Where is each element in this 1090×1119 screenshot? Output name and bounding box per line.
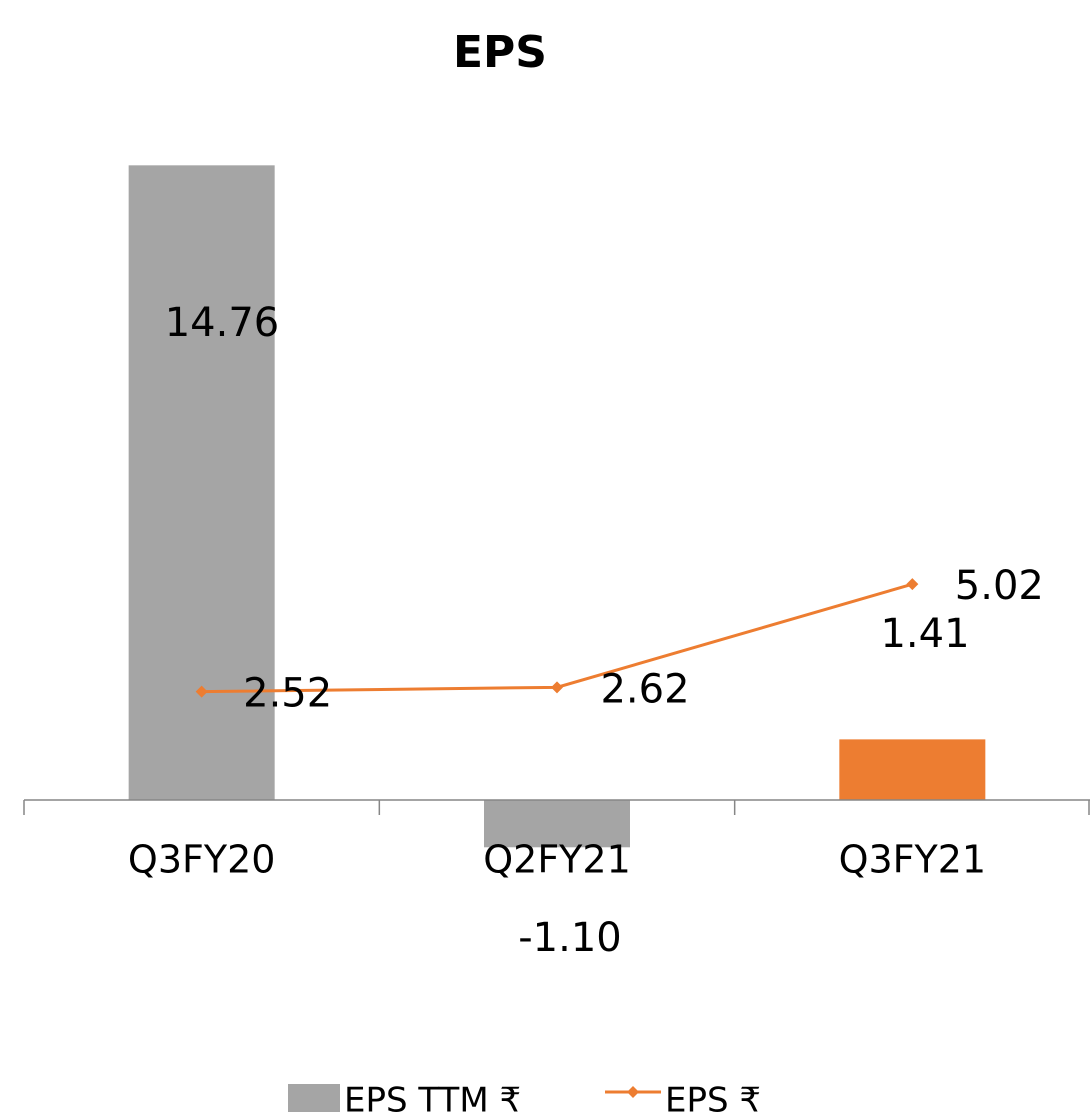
data-label: 2.52 [243, 671, 332, 717]
data-label: 14.76 [165, 300, 280, 346]
chart-title: EPS [453, 27, 547, 78]
line-marker [906, 578, 919, 591]
legend-label: EPS TTM ₹ [344, 1081, 521, 1119]
bar [484, 800, 630, 848]
line-marker [551, 681, 563, 694]
legend-marker [627, 1086, 639, 1098]
data-label: 2.62 [600, 666, 689, 712]
x-tick-label: Q3FY21 [839, 838, 987, 882]
line-marker [195, 685, 208, 698]
bar [839, 739, 986, 800]
data-label: -1.10 [518, 915, 622, 961]
legend-swatch [288, 1084, 340, 1112]
x-tick-label: Q2FY21 [483, 838, 631, 882]
data-label: 1.41 [880, 611, 969, 657]
data-label: 5.02 [955, 563, 1044, 609]
x-tick-label: Q3FY20 [128, 838, 276, 882]
legend-label: EPS ₹ [665, 1081, 761, 1119]
